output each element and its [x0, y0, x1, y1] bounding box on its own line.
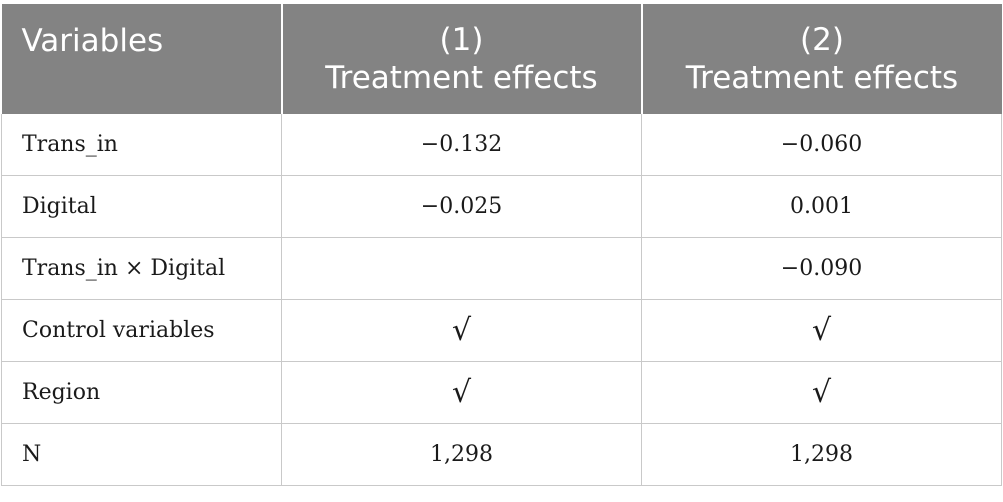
cell-col1: −0.025	[281, 175, 642, 238]
header-row: Variables (1) Treatment effects (2) Trea…	[1, 4, 1002, 114]
cell-col1: 1,298	[281, 423, 642, 486]
check-mark-col1: √	[281, 361, 642, 424]
cell-col2: 1,298	[641, 423, 1002, 486]
check-mark-col2: √	[641, 361, 1002, 424]
table-row-trans-in: Trans_in −0.132 −0.060	[1, 114, 1002, 176]
row-label: Trans_in	[1, 114, 282, 176]
cell-col1: −0.132	[281, 114, 642, 176]
cell-col1	[281, 237, 642, 300]
check-mark-col1: √	[281, 299, 642, 362]
regression-table: Variables (1) Treatment effects (2) Trea…	[1, 4, 1002, 486]
table-row-digital: Digital −0.025 0.001	[1, 175, 1002, 238]
row-label: Region	[1, 361, 282, 424]
table-row-control-variables: Control variables √ √	[1, 299, 1002, 362]
regression-table-container: Variables (1) Treatment effects (2) Trea…	[1, 4, 1002, 486]
check-mark-col2: √	[641, 299, 1002, 362]
header-column-2-number: (2)	[800, 22, 844, 58]
header-column-1-number: (1)	[439, 22, 484, 58]
row-label: Digital	[1, 175, 282, 238]
row-label: Control variables	[1, 299, 282, 362]
table-row-interaction: Trans_in × Digital −0.090	[1, 237, 1002, 300]
header-column-1-title: Treatment effects	[325, 60, 598, 96]
header-variables: Variables	[1, 4, 283, 114]
row-label: Trans_in × Digital	[1, 237, 282, 300]
header-column-2: (2) Treatment effects	[641, 4, 1002, 114]
row-label: N	[1, 423, 282, 486]
header-column-2-title: Treatment effects	[685, 60, 959, 96]
table-header: Variables (1) Treatment effects (2) Trea…	[1, 4, 1002, 114]
table-body: Trans_in −0.132 −0.060 Digital −0.025 0.…	[1, 114, 1002, 486]
cell-col2: −0.060	[641, 114, 1002, 176]
cell-col2: −0.090	[641, 237, 1002, 300]
table-row-region: Region √ √	[1, 361, 1002, 424]
cell-col2: 0.001	[641, 175, 1002, 238]
table-row-n: N 1,298 1,298	[1, 423, 1002, 486]
header-column-1: (1) Treatment effects	[281, 4, 643, 114]
